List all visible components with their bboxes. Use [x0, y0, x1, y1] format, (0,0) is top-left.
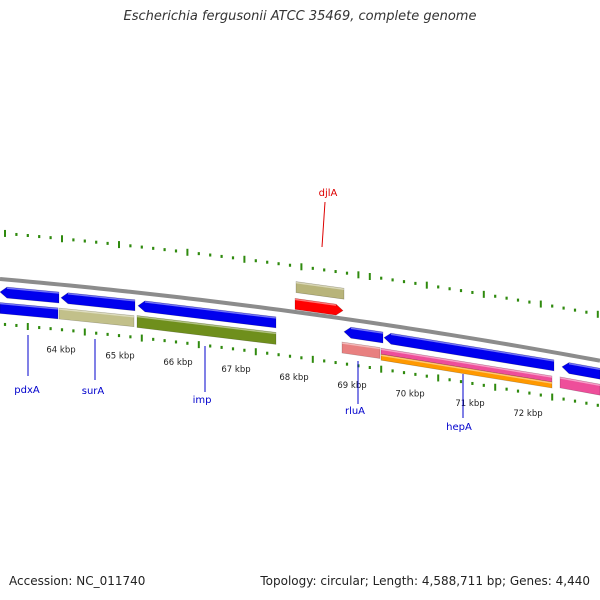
rluA-label: rluA — [345, 406, 365, 417]
kbp-label: 72 kbp — [513, 409, 542, 419]
accession-text: Accession: NC_011740 — [9, 574, 146, 588]
next-gene-glyph-shine — [559, 377, 600, 386]
kbp-label: 67 kbp — [221, 365, 250, 375]
imp-cds-glyph-shine — [144, 301, 277, 319]
surA-cds-glyph-shine — [67, 293, 136, 302]
gene-labels: pdxA surA imp djlA rluA hepA — [14, 188, 472, 433]
map-title: Escherichia fergusonii ATCC 35469, compl… — [123, 9, 477, 24]
imp-label: imp — [193, 395, 212, 406]
hepA-gene-glyph-shine — [380, 348, 553, 378]
kbp-label: 71 kbp — [455, 399, 484, 409]
outer-tick-ring — [4, 229, 599, 318]
hepA-cds-glyph — [383, 332, 555, 372]
genome-summary-text: Topology: circular; Length: 4,588,711 bp… — [260, 574, 590, 588]
djlA-cds-glyph-shine — [294, 298, 337, 306]
imp-gene-glyph — [136, 315, 277, 345]
next-cds-glyph — [561, 362, 600, 380]
kbp-labels: 64 kbp 65 kbp 66 kbp 67 kbp 68 kbp 69 kbp 70 k… — [46, 346, 542, 419]
pdxA-cds-glyph — [0, 286, 60, 304]
rluA-cds-glyph — [343, 326, 384, 344]
kbp-label: 65 kbp — [105, 352, 134, 362]
pdxA-gene-glyph-shine — [0, 302, 59, 310]
surA-cds-glyph — [60, 292, 136, 312]
kbp-label: 69 kbp — [337, 381, 366, 391]
rluA-cds-glyph-shine — [350, 327, 384, 334]
pdxA-label: pdxA — [14, 385, 40, 396]
genome-backbone — [0, 277, 600, 363]
next-cds-glyph-shine — [568, 362, 600, 370]
inner-tick-ring — [3, 322, 599, 407]
pdxA-cds-glyph-shine — [6, 287, 60, 294]
next-gene-glyph — [559, 376, 600, 396]
djlA-label: djlA — [319, 188, 338, 199]
kbp-label: 64 kbp — [46, 346, 75, 356]
hepA-orange-glyph — [380, 353, 553, 389]
kbp-label: 70 kbp — [395, 390, 424, 400]
rluA-gene-glyph-shine — [341, 342, 381, 350]
imp-gene-glyph-shine — [136, 315, 277, 335]
hepA-orange-glyph-shine — [380, 354, 553, 384]
backbone-group — [0, 277, 600, 363]
djlA-gene-glyph — [295, 281, 345, 300]
pdxA-gene-glyph — [0, 302, 59, 320]
djlA-leader-line — [321, 201, 326, 248]
gene-features — [0, 281, 600, 396]
djlA-gene-glyph-shine — [295, 281, 345, 290]
hepA-cds-glyph-shine — [390, 333, 555, 362]
kbp-label: 66 kbp — [163, 358, 192, 368]
djlA-cds-glyph — [294, 298, 344, 316]
surA-gene-glyph — [58, 307, 135, 328]
hepA-label: hepA — [446, 422, 472, 433]
imp-cds-glyph — [137, 300, 277, 329]
surA-label: surA — [82, 386, 105, 397]
surA-gene-glyph-shine — [58, 308, 135, 318]
rluA-gene-glyph — [341, 341, 381, 359]
kbp-label: 68 kbp — [279, 373, 308, 383]
